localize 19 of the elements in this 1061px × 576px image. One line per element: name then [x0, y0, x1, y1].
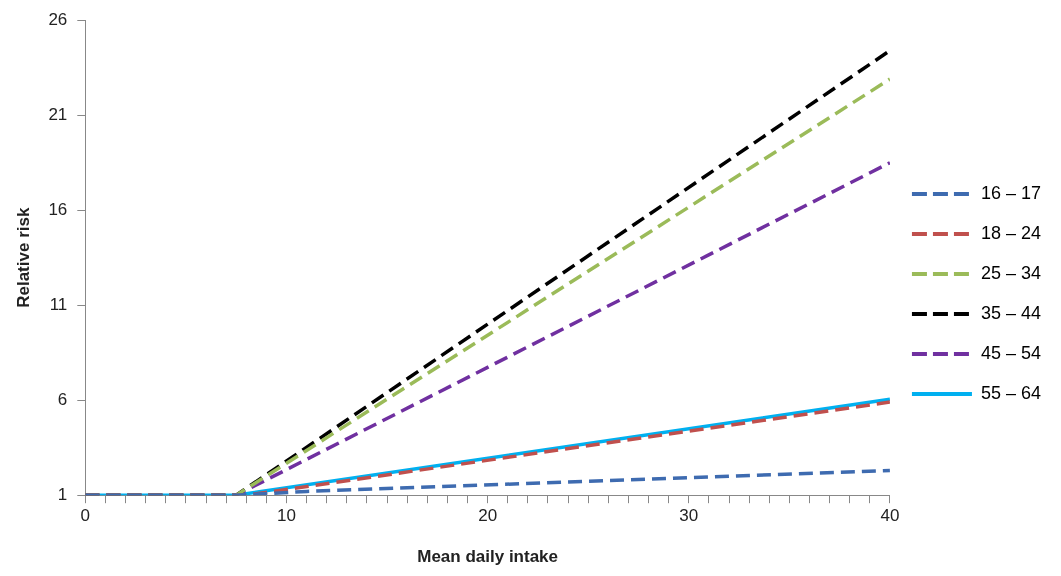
y-tick-label: 6	[57, 389, 68, 409]
y-tick-label: 1	[57, 484, 68, 504]
y-tick-label: 26	[48, 9, 68, 29]
legend-label: 35 – 44	[980, 302, 1042, 323]
x-tick-label: 0	[80, 506, 91, 526]
y-tick-label: 16	[48, 199, 68, 219]
legend-label: 18 – 24	[980, 222, 1042, 243]
x-tick-label: 40	[880, 506, 900, 526]
x-axis-title: Mean daily intake	[417, 547, 559, 567]
legend-label: 25 – 34	[980, 262, 1042, 283]
y-axis-title: Relative risk	[13, 207, 33, 308]
y-tick-label: 21	[48, 104, 68, 124]
x-tick-label: 20	[478, 506, 498, 526]
x-tick-label: 30	[679, 506, 699, 526]
legend-label: 55 – 64	[980, 382, 1042, 403]
x-tick-label: 10	[277, 506, 296, 526]
y-tick-label: 11	[49, 294, 68, 314]
legend-label: 16 – 17	[980, 182, 1042, 203]
legend-label: 45 – 54	[980, 342, 1042, 363]
